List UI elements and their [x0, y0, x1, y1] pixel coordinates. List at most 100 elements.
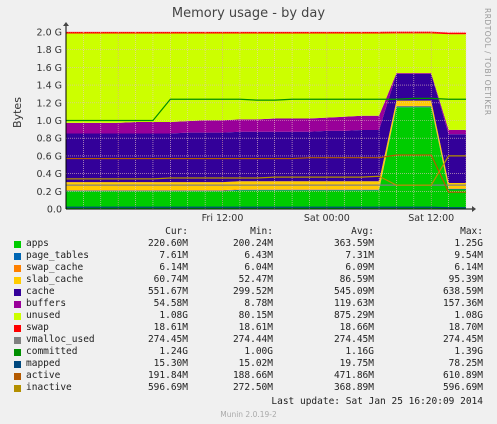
- legend-swatch: [14, 373, 21, 380]
- legend-name: active: [26, 370, 61, 381]
- legend-name: slab_cache: [26, 274, 84, 285]
- area-unused: [66, 33, 466, 130]
- legend-row: unused 1.08G 80.15M 875.29M 1.08G: [0, 310, 497, 322]
- legend-value-max: 274.45M: [442, 334, 483, 345]
- y-tick-label: 0.6 G: [37, 151, 63, 162]
- legend-value-min: 6.04M: [244, 262, 273, 273]
- line-inactive: [66, 155, 466, 186]
- legend-swatch: [14, 361, 21, 368]
- legend-swatch: [14, 265, 21, 272]
- y-tick-label: 0.0: [47, 205, 62, 216]
- legend-value-min: 8.78M: [244, 298, 273, 309]
- legend-value-max: 1.08G: [454, 310, 483, 321]
- legend-swatch: [14, 253, 21, 260]
- legend-header-cur: Cur:: [165, 226, 188, 237]
- legend-name: inactive: [26, 382, 72, 393]
- area-apps: [66, 107, 466, 209]
- legend-value-avg: 1.16G: [345, 346, 374, 357]
- legend-row: buffers 54.58M 8.78M 119.63M 157.36M: [0, 298, 497, 310]
- legend-swatch: [14, 301, 21, 308]
- legend-row: swap_cache 6.14M 6.04M 6.09M 6.14M: [0, 262, 497, 274]
- legend-swatch: [14, 337, 21, 344]
- legend-swatch: [14, 313, 21, 320]
- legend-value-cur: 274.45M: [147, 334, 188, 345]
- legend-value-max: 638.59M: [442, 286, 483, 297]
- legend-value-avg: 471.86M: [333, 370, 374, 381]
- legend-name: mapped: [26, 358, 61, 369]
- legend-value-avg: 368.89M: [333, 382, 374, 393]
- legend-header-avg: Avg:: [351, 226, 374, 237]
- legend-value-min: 299.52M: [232, 286, 273, 297]
- legend-value-avg: 19.75M: [339, 358, 374, 369]
- legend-name: apps: [26, 238, 49, 249]
- legend-value-avg: 875.29M: [333, 310, 374, 321]
- legend-row: cache 551.67M 299.52M 545.09M 638.59M: [0, 286, 497, 298]
- legend-swatch: [14, 325, 21, 332]
- legend-value-cur: 18.61M: [153, 322, 188, 333]
- y-tick-label: 1.2 G: [37, 98, 63, 109]
- legend-row: apps 220.60M 200.24M 363.59M 1.25G: [0, 238, 497, 250]
- legend-name: committed: [26, 346, 78, 357]
- legend-row: vmalloc_used 274.45M 274.44M 274.45M 274.45M: [0, 334, 497, 346]
- legend-value-min: 188.66M: [232, 370, 273, 381]
- legend-value-cur: 220.60M: [147, 238, 188, 249]
- legend-value-cur: 15.30M: [153, 358, 188, 369]
- legend-value-max: 95.39M: [448, 274, 483, 285]
- legend-swatch: [14, 277, 21, 284]
- legend-value-max: 596.69M: [442, 382, 483, 393]
- legend-value-min: 15.02M: [238, 358, 273, 369]
- legend-header: Cur: Min: Avg: Max:: [0, 226, 497, 238]
- legend-value-cur: 1.24G: [159, 346, 188, 357]
- legend-swatch: [14, 349, 21, 356]
- legend-value-min: 6.43M: [244, 250, 273, 261]
- legend-row: active 191.84M 188.66M 471.86M 610.89M: [0, 370, 497, 382]
- munin-version: Munin 2.0.19-2: [220, 410, 277, 419]
- legend-row: swap 18.61M 18.61M 18.66M 18.70M: [0, 322, 497, 334]
- y-tick-label: 0.8 G: [37, 134, 63, 145]
- legend-value-cur: 6.14M: [159, 262, 188, 273]
- legend-row: slab_cache 60.74M 52.47M 86.59M 95.39M: [0, 274, 497, 286]
- legend-value-min: 272.50M: [232, 382, 273, 393]
- chart-title: Memory usage - by day: [171, 6, 326, 21]
- legend-value-min: 80.15M: [238, 310, 273, 321]
- legend-row: inactive 596.69M 272.50M 368.89M 596.69M: [0, 382, 497, 394]
- legend-value-avg: 86.59M: [339, 274, 374, 285]
- line-series: [66, 97, 466, 209]
- legend-value-min: 1.00G: [244, 346, 273, 357]
- legend-name: buffers: [26, 298, 67, 309]
- legend-swatch: [14, 385, 21, 392]
- line-committed: [66, 97, 466, 122]
- legend-row: page_tables 7.61M 6.43M 7.31M 9.54M: [0, 250, 497, 262]
- legend-value-avg: 363.59M: [333, 238, 374, 249]
- legend-name: page_tables: [26, 250, 89, 261]
- axes: [63, 22, 476, 212]
- area-buffers: [66, 73, 466, 135]
- legend-name: vmalloc_used: [26, 334, 95, 345]
- legend-header-max: Max:: [460, 226, 483, 237]
- legend-value-avg: 18.66M: [339, 322, 374, 333]
- legend-value-max: 78.25M: [448, 358, 483, 369]
- legend-value-avg: 6.09M: [345, 262, 374, 273]
- legend-value-min: 200.24M: [232, 238, 273, 249]
- y-tick-label: 1.8 G: [37, 45, 63, 56]
- legend-value-cur: 191.84M: [147, 370, 188, 381]
- x-tick-label: Sat 00:00: [304, 213, 350, 224]
- legend-value-max: 157.36M: [442, 298, 483, 309]
- legend-value-max: 610.89M: [442, 370, 483, 381]
- y-tick-label: 1.4 G: [37, 81, 63, 92]
- y-tick-label: 0.4 G: [37, 169, 63, 180]
- legend-value-max: 6.14M: [454, 262, 483, 273]
- legend-value-cur: 54.58M: [153, 298, 188, 309]
- legend-name: cache: [26, 286, 55, 297]
- legend-header-min: Min:: [250, 226, 273, 237]
- legend-row: committed 1.24G 1.00G 1.16G 1.39G: [0, 346, 497, 358]
- y-tick-labels: 0.0 0.2 G 0.4 G 0.6 G 0.8 G 1.0 G 1.2 G 1.4 G 1.…: [37, 28, 63, 216]
- stacked-areas: [66, 31, 467, 210]
- y-tick-label: 1.0 G: [37, 116, 63, 127]
- line-active: [66, 154, 466, 193]
- legend-value-min: 52.47M: [238, 274, 273, 285]
- rrdtool-credit: RRDTOOL / TOBI OETIKER: [483, 8, 492, 116]
- x-tick-labels: Fri 12:00 Sat 00:00 Sat 12:00: [202, 213, 455, 224]
- y-tick-label: 0.2 G: [37, 187, 63, 198]
